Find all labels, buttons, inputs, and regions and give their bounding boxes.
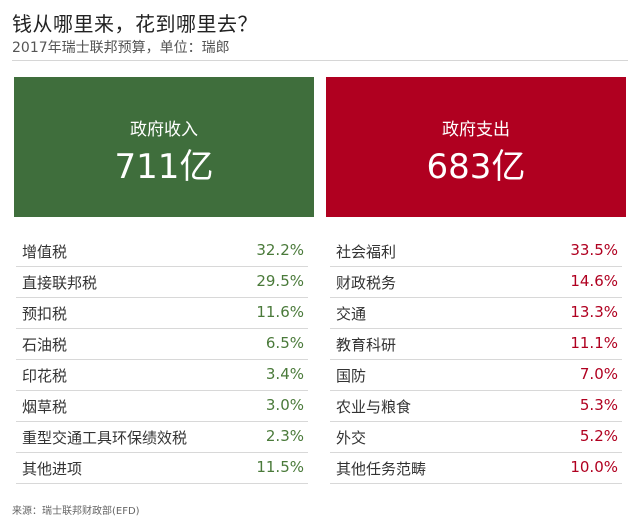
revenue-item-name: 石油税 (22, 336, 68, 354)
revenue-item-value: 3.0% (265, 396, 304, 414)
revenue-row: 其他进项 11.5% (16, 453, 308, 484)
expenditure-item-value: 10.0% (570, 458, 618, 476)
revenue-row: 印花税 3.4% (16, 360, 308, 391)
revenue-row: 直接联邦税 29.5% (16, 267, 308, 298)
expenditure-row: 农业与粮食 5.3% (330, 391, 622, 422)
expenditure-row: 交通 13.3% (330, 298, 622, 329)
revenue-item-value: 11.5% (256, 458, 304, 476)
revenue-total: 711亿 (114, 147, 214, 187)
revenue-row: 预扣税 11.6% (16, 298, 308, 329)
page-title: 钱从哪里来，花到哪里去？ (12, 12, 258, 36)
expenditure-total: 683亿 (426, 147, 526, 187)
revenue-item-value: 6.5% (265, 334, 304, 352)
revenue-panel: 政府收入 711亿 (14, 77, 314, 217)
revenue-item-name: 其他进项 (22, 460, 83, 478)
expenditure-item-name: 交通 (336, 305, 367, 323)
expenditure-row: 国防 7.0% (330, 360, 622, 391)
revenue-list: 增值税 32.2% 直接联邦税 29.5% 预扣税 11.6% 石油税 6.5% 印花税 3.4%… (16, 236, 308, 484)
header-divider (12, 60, 628, 61)
revenue-row: 石油税 6.5% (16, 329, 308, 360)
revenue-item-name: 烟草税 (22, 398, 68, 416)
expenditure-item-name: 教育科研 (336, 336, 397, 354)
revenue-item-name: 预扣税 (22, 305, 68, 323)
source-note: 来源：瑞士联邦财政部(EFD) (12, 506, 140, 517)
revenue-item-value: 11.6% (256, 303, 304, 321)
revenue-row: 烟草税 3.0% (16, 391, 308, 422)
revenue-label: 政府收入 (130, 120, 198, 140)
revenue-row: 增值税 32.2% (16, 236, 308, 267)
revenue-item-value: 2.3% (265, 427, 304, 445)
expenditure-item-name: 国防 (336, 367, 367, 385)
expenditure-item-name: 农业与粮食 (336, 398, 412, 416)
revenue-item-name: 印花税 (22, 367, 68, 385)
expenditure-row: 社会福利 33.5% (330, 236, 622, 267)
page-subtitle: 2017年瑞士联邦预算，单位：瑞郎 (12, 40, 230, 56)
expenditure-row: 外交 5.2% (330, 422, 622, 453)
expenditure-list: 社会福利 33.5% 财政税务 14.6% 交通 13.3% 教育科研 11.1% 国防 7.0%… (330, 236, 622, 484)
revenue-item-name: 重型交通工具环保绩效税 (22, 429, 188, 447)
expenditure-row: 财政税务 14.6% (330, 267, 622, 298)
expenditure-item-value: 14.6% (570, 272, 618, 290)
revenue-item-value: 32.2% (256, 241, 304, 259)
expenditure-item-value: 11.1% (570, 334, 618, 352)
expenditure-item-value: 13.3% (570, 303, 618, 321)
expenditure-item-name: 财政税务 (336, 274, 397, 292)
expenditure-item-value: 33.5% (570, 241, 618, 259)
expenditure-item-name: 社会福利 (336, 243, 397, 261)
expenditure-label: 政府支出 (442, 120, 510, 140)
revenue-item-name: 直接联邦税 (22, 274, 98, 292)
revenue-item-name: 增值税 (22, 243, 68, 261)
expenditure-item-value: 5.3% (579, 396, 618, 414)
expenditure-item-name: 外交 (336, 429, 367, 447)
expenditure-item-value: 5.2% (579, 427, 618, 445)
expenditure-row: 其他任务范畴 10.0% (330, 453, 622, 484)
expenditure-item-value: 7.0% (579, 365, 618, 383)
expenditure-item-name: 其他任务范畴 (336, 460, 427, 478)
revenue-row: 重型交通工具环保绩效税 2.3% (16, 422, 308, 453)
expenditure-row: 教育科研 11.1% (330, 329, 622, 360)
revenue-item-value: 3.4% (265, 365, 304, 383)
expenditure-panel: 政府支出 683亿 (326, 77, 626, 217)
revenue-item-value: 29.5% (256, 272, 304, 290)
